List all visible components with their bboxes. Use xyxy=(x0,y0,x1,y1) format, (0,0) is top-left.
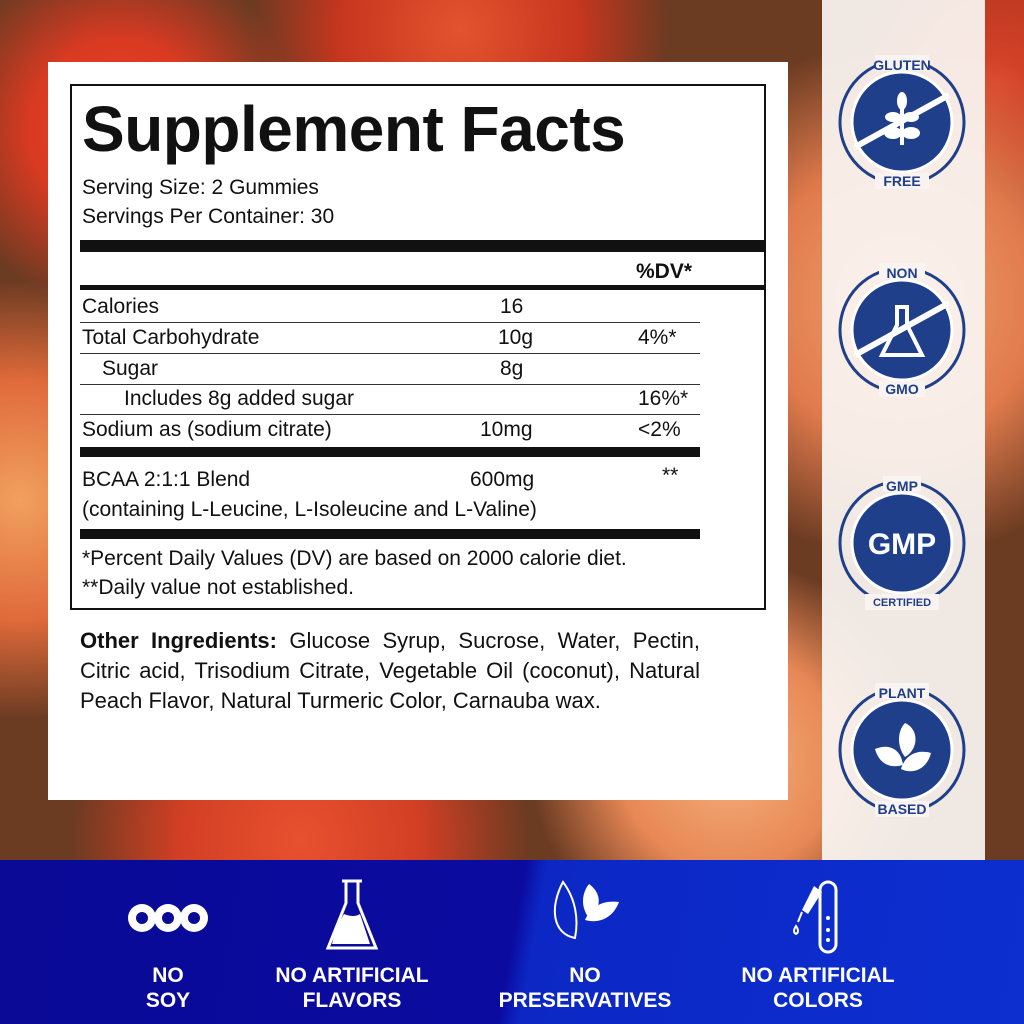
row-line xyxy=(80,353,700,354)
gluten-free-badge: GLUTEN FREE xyxy=(835,55,969,189)
row-amount: 8g xyxy=(500,357,524,380)
svg-text:CERTIFIED: CERTIFIED xyxy=(873,597,931,609)
row-dv: <2% xyxy=(638,418,681,441)
leaf-icon xyxy=(554,880,619,940)
svg-text:GLUTEN: GLUTEN xyxy=(873,57,931,73)
other-ingredients-text: Glucose Syrup, Sucrose, Water, Pectin, C… xyxy=(80,628,701,713)
divider xyxy=(80,447,700,457)
plant-based-badge: PLANT BASED xyxy=(835,683,969,817)
row-dv: 16%* xyxy=(638,387,689,410)
leaves-icon xyxy=(875,723,931,772)
wheat-icon xyxy=(884,92,920,145)
feature-banner: NO SOY NO ARTIFICIAL FLAVORS NO PRESERVATIV… xyxy=(0,860,1024,1024)
dv-header: %DV* xyxy=(636,260,693,283)
divider xyxy=(80,285,766,290)
blend-dv: ** xyxy=(662,464,679,487)
row-amount: 16 xyxy=(500,295,524,318)
other-ingredients-label: Other Ingredients: xyxy=(80,628,277,653)
row-dv: 4%* xyxy=(638,326,677,349)
row-line xyxy=(80,384,700,385)
flask-icon xyxy=(878,305,926,357)
feature-no-artificial-flavors: NO ARTIFICIAL FLAVORS xyxy=(252,860,452,1024)
svg-text:FREE: FREE xyxy=(883,173,920,189)
divider xyxy=(80,529,700,539)
row-line xyxy=(80,414,700,415)
svg-text:PLANT: PLANT xyxy=(879,685,926,701)
other-ingredients: Other Ingredients: Glucose Syrup, Sucros… xyxy=(80,626,700,716)
supplement-panel: Supplement Facts Serving Size: 2 Gummies… xyxy=(48,62,788,800)
row-line xyxy=(80,322,700,323)
svg-text:GMP: GMP xyxy=(886,478,918,494)
row-name: Sugar xyxy=(102,357,159,380)
blend-detail: (containing L-Leucine, L-Isoleucine and … xyxy=(82,498,537,521)
divider xyxy=(80,240,766,252)
svg-text:NON: NON xyxy=(886,265,917,281)
feature-no-artificial-colors: NO ARTIFICIAL COLORS xyxy=(718,860,918,1024)
feature-no-preservatives: NO PRESERVATIVES xyxy=(485,860,685,1024)
blend-name: BCAA 2:1:1 Blend xyxy=(82,468,251,491)
row-name: Sodium as (sodium citrate) xyxy=(82,418,332,441)
non-gmo-badge: NON GMO xyxy=(835,263,969,397)
serving-size: Serving Size: 2 Gummies xyxy=(82,176,319,199)
svg-text:GMO: GMO xyxy=(885,381,919,397)
row-amount: 10g xyxy=(498,326,534,349)
row-amount: 10mg xyxy=(480,418,533,441)
svg-text:BASED: BASED xyxy=(877,801,926,817)
feature-no-soy: NO SOY xyxy=(68,860,268,1024)
servings-per-container: Servings Per Container: 30 xyxy=(82,205,335,228)
row-name: Calories xyxy=(82,295,160,318)
dropper-test-tube-icon xyxy=(793,880,838,954)
facts-title: Supplement Facts xyxy=(82,93,626,165)
row-name: Includes 8g added sugar xyxy=(124,387,355,410)
svg-text:GMP: GMP xyxy=(868,528,936,561)
footnote: **Daily value not established. xyxy=(82,576,354,599)
supplement-facts-label: Supplement Facts Serving Size: 2 Gummies… xyxy=(70,84,766,610)
row-name: Total Carbohydrate xyxy=(82,326,260,349)
flask-icon xyxy=(325,879,379,950)
blend-amount: 600mg xyxy=(470,468,535,491)
gmp-certified-badge: GMP GMP CERTIFIED xyxy=(835,476,969,610)
footnote: *Percent Daily Values (DV) are based on … xyxy=(82,547,627,570)
soybean-icon xyxy=(128,904,208,932)
